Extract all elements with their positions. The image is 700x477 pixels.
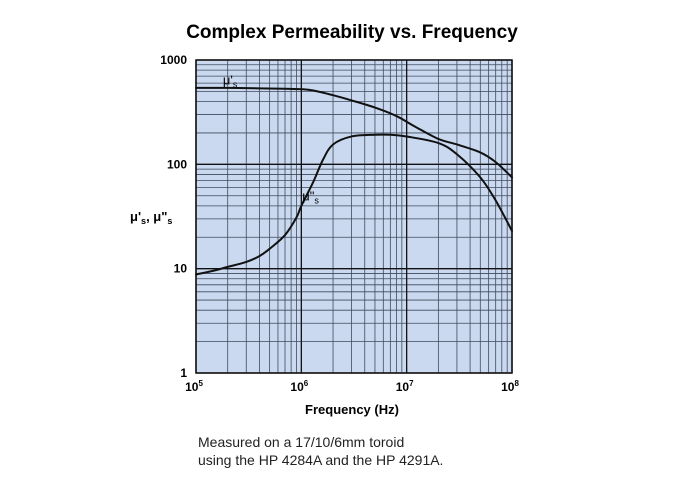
series-labels: μ's μ"s xyxy=(223,73,319,206)
series-line-2 xyxy=(195,133,513,276)
x-tick-label: 107 xyxy=(396,379,414,394)
measurement-note: Measured on a 17/10/6mm toroid using the… xyxy=(198,433,443,469)
y-tick-label: 10 xyxy=(174,262,188,276)
y-tick-label: 1000 xyxy=(160,53,187,67)
series-line-1 xyxy=(195,86,513,179)
series-curves xyxy=(195,86,513,276)
plot-area xyxy=(196,60,512,373)
y-tick-labels: 1 10 100 1000 xyxy=(160,53,187,380)
y-axis-label: μ's, μ"s xyxy=(130,209,172,226)
y-tick-label: 1 xyxy=(180,366,187,380)
x-tick-label: 108 xyxy=(501,379,519,394)
series-label-1: μ's xyxy=(223,73,238,90)
x-tick-label: 105 xyxy=(185,379,203,394)
plot-frame xyxy=(195,59,513,374)
x-tick-label: 106 xyxy=(290,379,308,394)
y-tick-label: 100 xyxy=(167,157,187,171)
x-axis-label: Frequency (Hz) xyxy=(305,402,399,417)
grid-lines xyxy=(195,59,513,374)
chart-title: Complex Permeability vs. Frequency xyxy=(186,22,518,43)
note-line-1: Measured on a 17/10/6mm toroid xyxy=(198,434,405,450)
series-label-2: μ"s xyxy=(302,189,319,206)
note-line-2: using the HP 4284A and the HP 4291A. xyxy=(198,452,444,468)
x-tick-labels: 105 106 107 108 xyxy=(185,379,519,394)
